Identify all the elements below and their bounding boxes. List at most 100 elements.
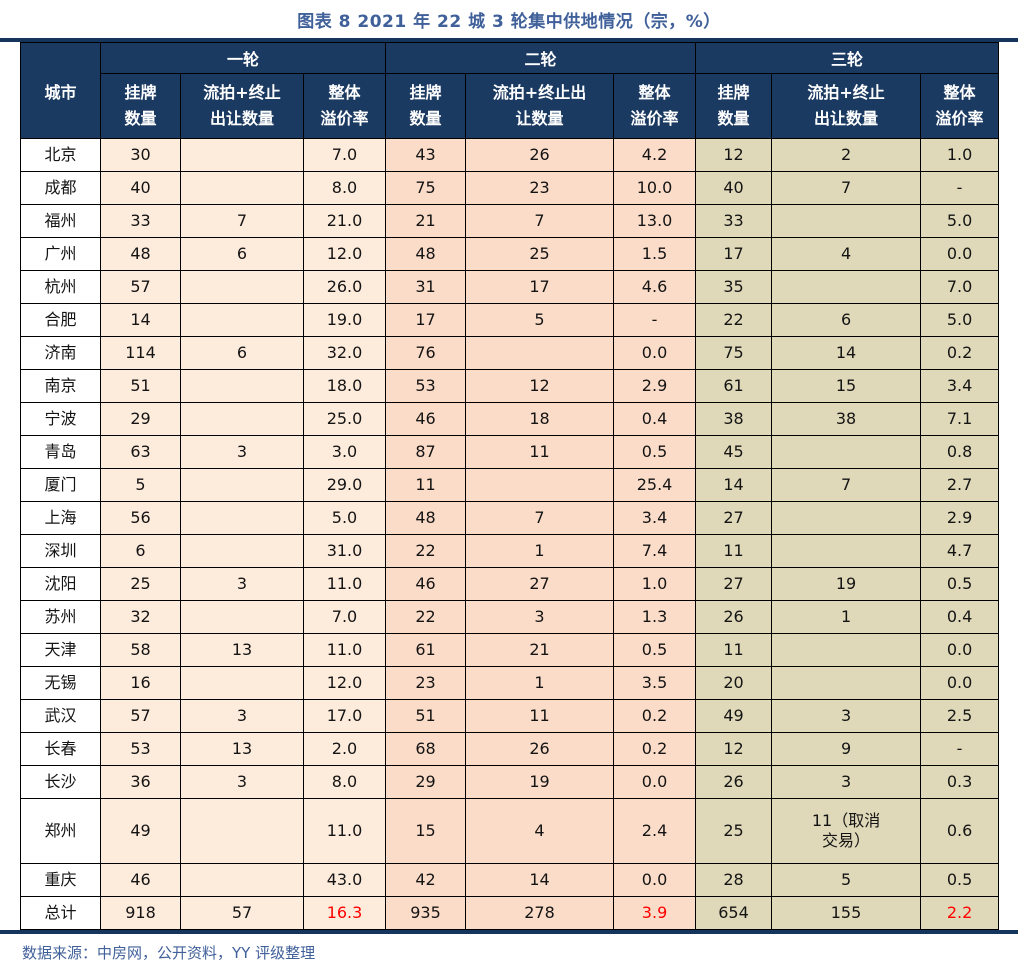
cell-listed: 57	[100, 699, 181, 733]
bottom-rule	[0, 930, 1018, 934]
cell-failed: 3	[771, 699, 922, 733]
table-row: 长沙 36 3 8.0 29 19 0.0 26 3 0.3	[20, 765, 1000, 799]
cell-listed: 76	[385, 336, 467, 370]
cell-listed: 31	[385, 270, 467, 304]
header-r1-failed: 流拍+终止 出让数量	[180, 73, 304, 139]
cell-premium: 1.3	[613, 600, 697, 634]
header-r2-listed: 挂牌 数量	[385, 73, 467, 139]
cell-failed	[771, 270, 922, 304]
cell-failed: 13	[180, 732, 304, 766]
table-body: 北京 30 7.0 43 26 4.2 12 2 1.0 成都 40 8.0 75 23 10.0 40 7- 福…	[20, 138, 1000, 930]
cell-failed: 1	[771, 600, 922, 634]
table-row: 南京 51 18.0 53 12 2.9 61 15 3.4	[20, 369, 1000, 403]
city-cell: 天津	[20, 633, 101, 667]
cell-listed: 35	[695, 270, 773, 304]
figure-title: 图表 8 2021 年 22 城 3 轮集中供地情况（宗，%）	[297, 12, 721, 32]
cell-premium: 1.5	[613, 237, 697, 271]
cell-failed: 7	[465, 204, 615, 238]
city-cell: 深圳	[20, 534, 101, 568]
cell-premium: 7.0	[302, 600, 387, 634]
cell-failed: 4	[771, 237, 922, 271]
cell-failed: 4	[465, 798, 615, 864]
cell-premium: 1.0	[920, 138, 1000, 172]
city-cell: 重庆	[20, 863, 101, 897]
cell-listed: 48	[385, 237, 467, 271]
cell-premium: 0.2	[613, 699, 697, 733]
cell-listed: 56	[100, 501, 181, 535]
cell-premium: 7.1	[920, 402, 1000, 436]
cell-premium: 3.5	[613, 666, 697, 700]
cell-premium: -	[920, 732, 1000, 766]
cell-failed: 14	[465, 863, 615, 897]
cell-failed: 11	[465, 699, 615, 733]
cell-premium: 31.0	[302, 534, 387, 568]
cell-failed: 3	[771, 765, 922, 799]
cell-premium: 11.0	[302, 633, 387, 667]
cell-premium: 0.5	[920, 863, 1000, 897]
cell-listed: 49	[695, 699, 773, 733]
cell-listed: 11	[385, 468, 467, 502]
cell-listed: 46	[100, 863, 181, 897]
city-cell: 武汉	[20, 699, 101, 733]
cell-failed	[180, 270, 304, 304]
cell-listed: 51	[100, 369, 181, 403]
cell-premium: 2.0	[302, 732, 387, 766]
cell-failed: 21	[465, 633, 615, 667]
city-cell: 宁波	[20, 402, 101, 436]
cell-failed: 3	[180, 765, 304, 799]
cell-failed: 155	[771, 896, 922, 930]
cell-failed	[771, 633, 922, 667]
cell-premium: 4.6	[613, 270, 697, 304]
table-row: 广州 48 6 12.0 48 25 1.5 17 4 0.0	[20, 237, 1000, 271]
cell-premium: -	[920, 171, 1000, 205]
cell-premium: 0.5	[613, 435, 697, 469]
cell-listed: 14	[695, 468, 773, 502]
cell-failed	[180, 138, 304, 172]
cell-failed: 6	[771, 303, 922, 337]
cell-premium: 2.5	[920, 699, 1000, 733]
cell-failed: 13	[180, 633, 304, 667]
cell-listed: 49	[100, 798, 181, 864]
cell-premium: 7.0	[920, 270, 1000, 304]
header-r2-premium: 整体 溢价率	[613, 73, 697, 139]
cell-listed: 29	[100, 402, 181, 436]
cell-failed: 57	[180, 896, 304, 930]
cell-listed: 53	[385, 369, 467, 403]
cell-listed: 14	[100, 303, 181, 337]
cell-listed: 61	[695, 369, 773, 403]
table-row: 济南 114 6 32.0 76 0.0 75 14 0.2	[20, 336, 1000, 370]
header-round-3: 三轮	[695, 42, 1000, 74]
cell-failed: 25	[465, 237, 615, 271]
cell-listed: 48	[385, 501, 467, 535]
cell-premium: 16.3	[302, 896, 387, 930]
cell-listed: 51	[385, 699, 467, 733]
cell-listed: 11	[695, 534, 773, 568]
table-row: 宁波 29 25.0 46 18 0.4 38 38 7.1	[20, 402, 1000, 436]
table-row: 青岛 63 3 3.0 87 11 0.5 45 0.8	[20, 435, 1000, 469]
cell-listed: 32	[100, 600, 181, 634]
cell-premium: 11.0	[302, 798, 387, 864]
cell-failed	[465, 468, 615, 502]
cell-failed: 15	[771, 369, 922, 403]
cell-premium: 3.9	[613, 896, 697, 930]
cell-premium: 0.8	[920, 435, 1000, 469]
cell-listed: 53	[100, 732, 181, 766]
cell-listed: 75	[385, 171, 467, 205]
cell-failed: 23	[465, 171, 615, 205]
table-row: 长春 53 13 2.0 68 26 0.2 12 9-	[20, 732, 1000, 766]
table-row: 上海 56 5.0 48 7 3.4 27 2.9	[20, 501, 1000, 535]
cell-failed: 17	[465, 270, 615, 304]
cell-listed: 58	[100, 633, 181, 667]
cell-premium: 1.0	[613, 567, 697, 601]
cell-listed: 61	[385, 633, 467, 667]
cell-listed: 17	[385, 303, 467, 337]
cell-failed: 19	[465, 765, 615, 799]
cell-listed: 654	[695, 896, 773, 930]
header-r1-premium: 整体 溢价率	[302, 73, 387, 139]
city-cell: 广州	[20, 237, 101, 271]
cell-listed: 28	[695, 863, 773, 897]
cell-premium: 5.0	[920, 303, 1000, 337]
cell-premium: 29.0	[302, 468, 387, 502]
cell-listed: 22	[695, 303, 773, 337]
cell-listed: 918	[100, 896, 181, 930]
